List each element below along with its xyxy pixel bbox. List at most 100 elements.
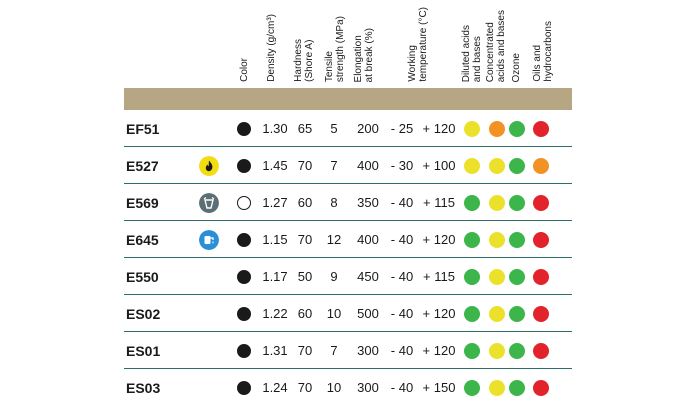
color-swatch-dot [237,121,251,136]
oils-dot [533,268,549,285]
tensile-value: 8 [330,195,338,210]
oils-dot [533,305,549,322]
color-swatch-dot [237,158,251,173]
oils-dot [533,342,549,359]
diluted-acids-dot [464,194,480,211]
oils-dot [533,194,549,211]
temp-max-value: + 120 [422,121,456,136]
ozone-dot-cell [507,184,527,221]
concentrated-acids-dot-cell [487,369,507,404]
table-row: ES02 1.22 60 10 500 - 40 + 120 [124,295,572,332]
concentrated-acids-dot [489,342,505,359]
table-row: EF51 1.30 65 5 200 - 25 + 120 [124,110,572,147]
concentrated-acids-dot-cell [487,221,507,258]
hardness-value: 70 [297,158,313,173]
diluted-acids-dot-cell [462,258,482,295]
color-swatch [236,295,252,332]
temp-min-value: - 30 [390,158,414,173]
ozone-dot [509,120,525,137]
density-value: 1.15 [262,232,288,247]
color-swatch-dot [237,306,251,321]
temp-max-value: + 120 [422,306,456,321]
material-table: EF51 1.30 65 5 200 - 25 + 120 E527 1.45 70 7 400 - 3… [124,110,572,404]
density-value: 1.45 [262,158,288,173]
header-ozone: Ozone [511,52,522,82]
diluted-acids-dot-cell [462,221,482,258]
header-concentrated-acids: Concentrated acids and bases [485,9,507,82]
color-swatch [236,184,252,221]
material-code: E645 [126,231,159,248]
tensile-value: 5 [330,121,338,136]
material-code: E569 [126,194,159,211]
ozone-dot [509,379,525,396]
diluted-acids-dot [464,379,480,396]
ozone-dot-cell [507,147,527,184]
hardness-value: 70 [297,343,313,358]
elongation-value: 300 [357,343,379,358]
diluted-acids-dot [464,120,480,137]
header-diluted-acids: Diluted acids and bases [461,24,483,82]
tensile-value: 10 [326,306,342,321]
table-row: E550 1.17 50 9 450 - 40 + 115 [124,258,572,295]
oils-dot-cell [531,147,551,184]
drinking-water-icon [198,221,220,258]
header-hardness: Hardness (Shore A) [293,39,315,82]
density-value: 1.24 [262,380,288,395]
material-code: ES03 [126,379,161,396]
color-swatch [236,369,252,404]
temp-max-value: + 115 [423,269,455,284]
oils-dot [533,379,549,396]
elongation-value: 500 [357,306,379,321]
diluted-acids-dot-cell [462,295,482,332]
tensile-value: 10 [326,380,342,395]
table-row: E527 1.45 70 7 400 - 30 + 100 [124,147,572,184]
color-swatch-dot [237,232,251,247]
color-swatch [236,221,252,258]
oils-dot-cell [531,184,551,221]
oils-dot [533,157,549,174]
column-headers: Color Density (g/cm³) Hardness (Shore A)… [0,0,698,88]
header-elongation: Elongation at break (%) [353,27,375,82]
elongation-value: 400 [357,232,379,247]
oils-dot-cell [531,110,551,147]
color-swatch-dot [237,380,251,395]
concentrated-acids-dot-cell [487,258,507,295]
temp-max-value: + 100 [422,158,456,173]
ozone-dot [509,194,525,211]
elongation-value: 300 [357,380,379,395]
concentrated-acids-dot [489,231,505,248]
material-code: ES01 [126,342,161,359]
oils-dot-cell [531,221,551,258]
oils-dot-cell [531,258,551,295]
tensile-value: 7 [330,158,338,173]
oils-dot [533,231,549,248]
concentrated-acids-dot-cell [487,110,507,147]
hardness-value: 60 [297,195,313,210]
temp-min-value: - 40 [390,343,414,358]
density-value: 1.17 [262,269,288,284]
tensile-value: 9 [330,269,338,284]
elongation-value: 400 [357,158,379,173]
density-value: 1.30 [262,121,288,136]
elongation-value: 350 [357,195,379,210]
diluted-acids-dot-cell [462,147,482,184]
color-swatch [236,258,252,295]
table-row: ES01 1.31 70 7 300 - 40 + 120 [124,332,572,369]
ozone-dot [509,231,525,248]
elongation-value: 450 [357,269,379,284]
ozone-dot [509,157,525,174]
temp-max-value: + 150 [422,380,456,395]
density-value: 1.31 [262,343,288,358]
table-row: ES03 1.24 70 10 300 - 40 + 150 [124,369,572,404]
hardness-value: 65 [297,121,313,136]
temp-min-value: - 40 [390,232,414,247]
header-working-temperature: Working temperature (°C) [407,7,429,82]
ozone-dot-cell [507,295,527,332]
temp-max-value: + 120 [422,343,456,358]
ozone-dot [509,305,525,322]
header-density: Density (g/cm³) [266,14,277,82]
flame-icon [198,147,220,184]
tensile-value: 7 [330,343,338,358]
ozone-dot-cell [507,221,527,258]
color-swatch [236,147,252,184]
